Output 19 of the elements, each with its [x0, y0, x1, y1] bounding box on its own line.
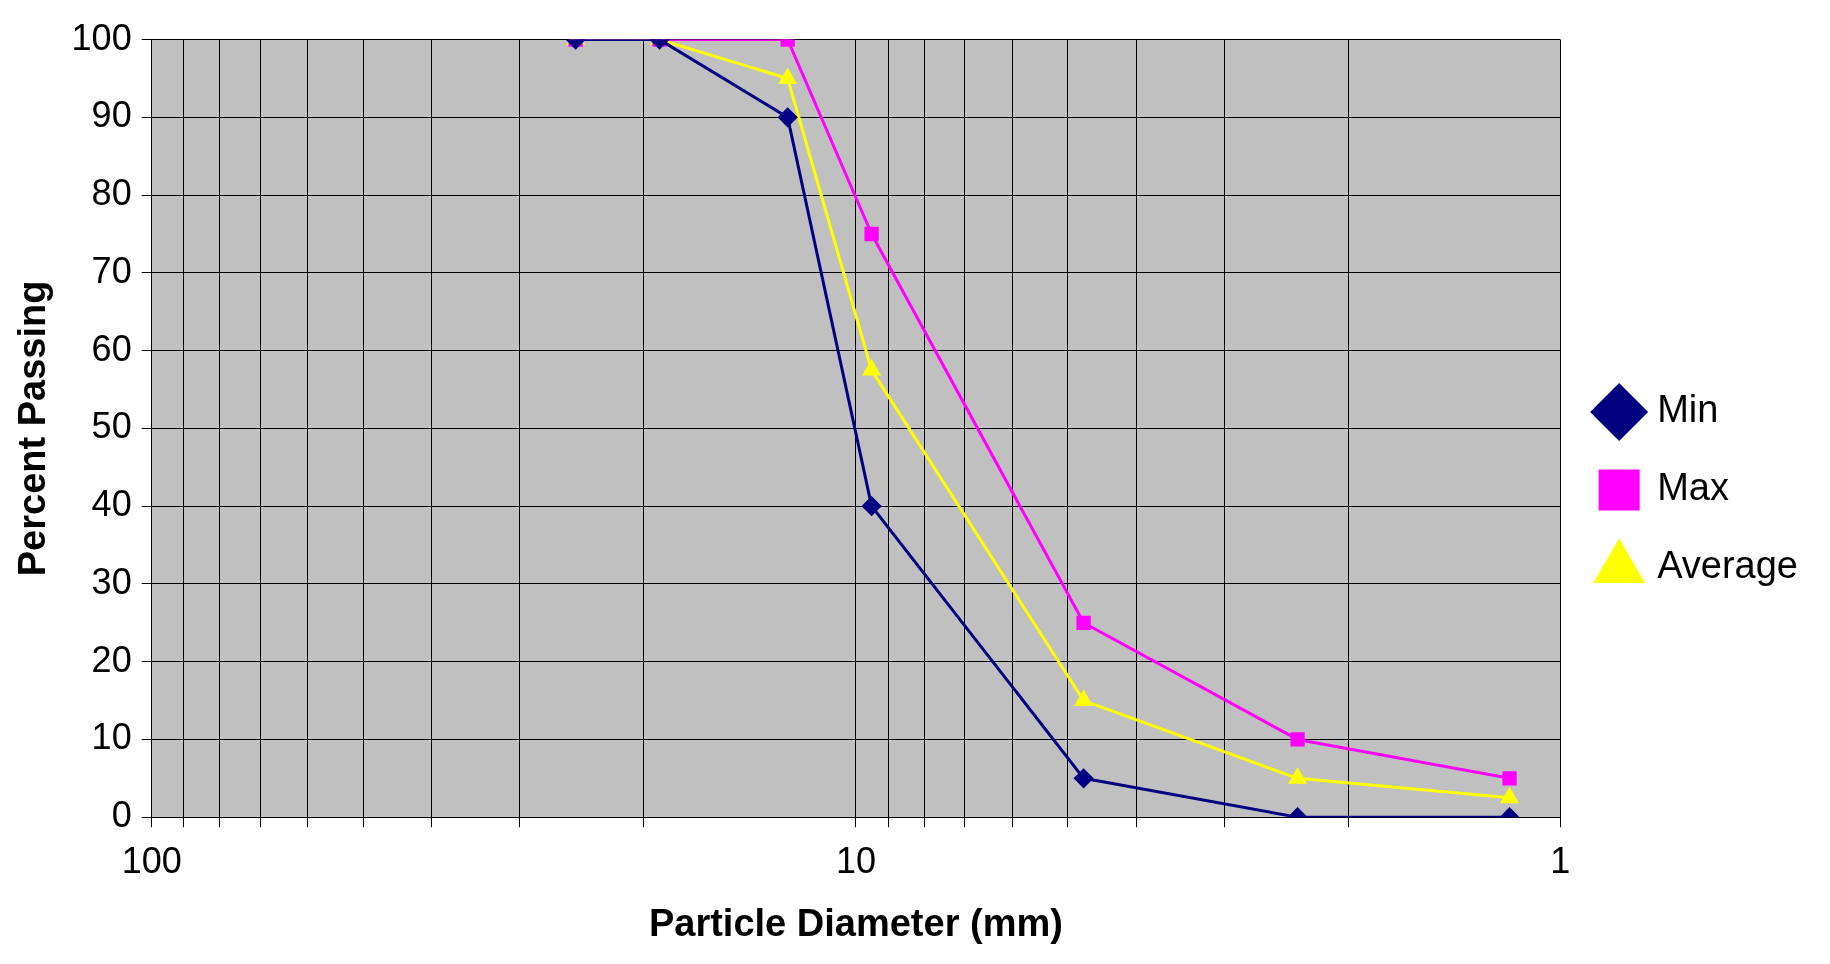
legend-label: Max [1657, 466, 1729, 509]
y-tick-label: 90 [91, 94, 132, 136]
y-tick-label: 100 [71, 16, 132, 58]
y-tick-label: 50 [91, 405, 132, 447]
y-axis-title: Percent Passing [11, 280, 54, 577]
y-tick-label: 60 [91, 327, 132, 369]
legend-label: Min [1657, 388, 1719, 431]
x-tick-label: 10 [835, 839, 876, 881]
y-tick-label: 0 [111, 794, 132, 836]
x-tick-label: 100 [121, 839, 182, 881]
y-tick-label: 20 [91, 638, 132, 680]
x-tick-label: 1 [1550, 839, 1571, 881]
y-tick-label: 70 [91, 249, 132, 291]
y-tick-label: 10 [91, 716, 132, 758]
legend-label: Average [1657, 544, 1799, 587]
x-axis-title: Particle Diameter (mm) [648, 901, 1063, 944]
y-tick-label: 80 [91, 172, 132, 214]
y-tick-label: 30 [91, 560, 132, 602]
y-tick-label: 40 [91, 483, 132, 525]
